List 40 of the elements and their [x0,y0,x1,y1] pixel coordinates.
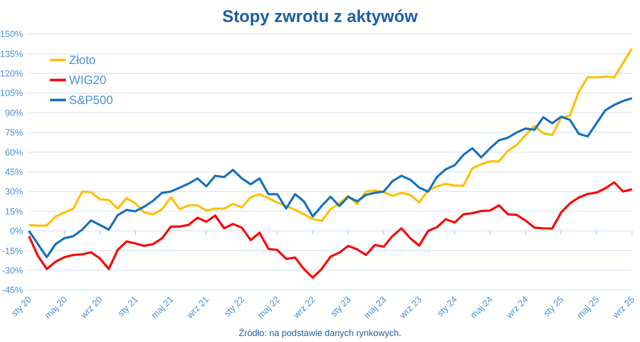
x-tick-label: maj 20 [42,294,69,321]
y-tick-label: 30% [4,186,23,197]
x-tick-label: sty 22 [222,294,246,318]
y-tick-label: 135% [0,48,23,59]
x-tick-label: maj 25 [574,294,601,321]
line-series [28,47,634,227]
x-tick-label: maj 22 [256,294,282,321]
x-tick-label: wrz 23 [397,294,424,321]
y-tick-label: 0% [10,226,23,236]
y-tick-label: 120% [0,68,23,79]
y-tick-label: -15% [2,246,23,256]
x-tick-label: maj 21 [149,294,176,321]
legend-label: S&P500 [69,93,114,108]
y-tick-label: 150% [0,29,23,40]
y-tick-label: 105% [0,88,23,98]
x-tick-label: wrz 25 [610,294,636,321]
text: Źródło: na podstawie danych rynkowych. [238,328,402,338]
chart-title: Stopy zwrotu z aktywów [222,7,419,26]
y-tick-label: 60% [4,147,23,158]
x-tick-label: wrz 21 [184,294,211,321]
legend-label: WIG20 [69,73,107,88]
x-tick-label: sty 21 [116,294,140,318]
x-tick-label: wrz 24 [503,294,530,321]
legend-label: Złoto [69,53,96,68]
y-tick-label: 15% [4,206,23,216]
x-tick-label: wrz 20 [78,294,104,321]
x-tick-label: wrz 22 [290,294,318,321]
x-tick-label: sty 25 [541,294,566,318]
x-tick-label: maj 23 [362,294,388,321]
line-series [28,181,634,279]
y-tick-label: 75% [4,128,23,138]
x-tick-label: sty 23 [328,294,353,318]
line-series [28,97,634,258]
y-tick-label: -30% [2,265,23,276]
y-tick-label: 90% [4,108,23,118]
x-tick-label: sty 20 [9,294,34,318]
y-tick-label: -45% [2,285,23,296]
x-tick-label: maj 24 [468,294,495,321]
x-tick-label: sty 24 [435,294,460,318]
y-tick-label: 45% [4,166,23,177]
